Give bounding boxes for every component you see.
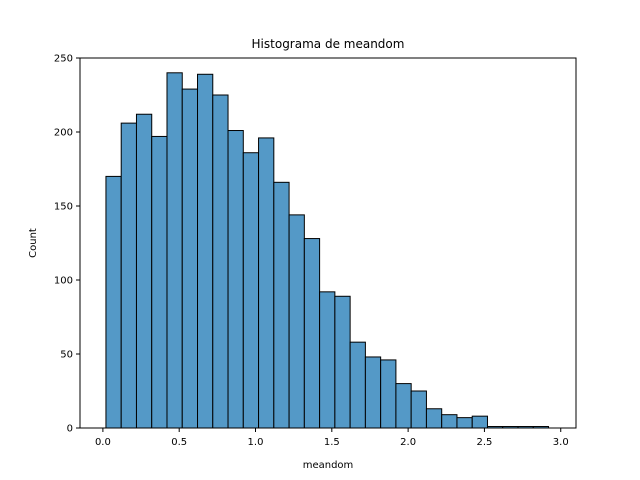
histogram-bar-19	[395, 383, 412, 429]
histogram-bar-4	[166, 72, 183, 429]
histogram-bar-0	[105, 175, 122, 429]
histogram-bar-9	[242, 152, 260, 429]
x-tick-label: 1.0	[248, 437, 264, 448]
chart-title: Histograma de meandom	[252, 37, 405, 51]
histogram-bar-20	[410, 390, 427, 429]
histogram-bar-8	[227, 130, 244, 429]
histogram-bar-22	[441, 414, 458, 429]
x-tick-label: 2.0	[400, 437, 416, 448]
y-tick-label: 200	[54, 128, 73, 139]
histogram-bar-21	[425, 408, 443, 429]
histogram-bar-2	[135, 113, 153, 429]
y-axis-label: Count	[28, 228, 39, 258]
histogram-bar-16	[349, 341, 366, 429]
histogram-bar-15	[334, 295, 351, 429]
x-tick-label: 0.5	[171, 437, 187, 448]
y-ticks: 0 50 100 150 200 250	[54, 54, 80, 435]
histogram-bar-17	[364, 356, 382, 429]
y-tick-label: 250	[54, 54, 73, 65]
histogram-bar-14	[319, 291, 336, 429]
bars-group	[105, 72, 550, 429]
x-tick-label: 3.0	[553, 437, 569, 448]
y-tick-label: 50	[60, 350, 73, 361]
y-tick-label: 100	[54, 276, 73, 287]
histogram-bar-6	[197, 73, 214, 429]
histogram-bar-10	[258, 137, 275, 429]
y-tick-label: 150	[54, 202, 73, 213]
x-tick-label: 1.5	[324, 437, 340, 448]
histogram-bar-18	[380, 359, 397, 429]
histogram-bar-7	[212, 94, 229, 429]
histogram-bar-24	[471, 415, 488, 429]
histogram-bar-12	[288, 214, 305, 429]
histogram-bar-5	[181, 88, 199, 429]
histogram-bar-23	[456, 417, 473, 429]
x-tick-label: 2.5	[476, 437, 492, 448]
x-tick-label: 0.0	[95, 437, 111, 448]
y-tick-label: 0	[67, 424, 73, 435]
histogram-bar-13	[303, 238, 321, 429]
axes-frame	[79, 57, 577, 429]
x-ticks: 0.0 0.5 1.0 1.5 2.0 2.5 3.0	[95, 428, 569, 448]
histogram-bar-1	[120, 122, 137, 429]
histogram-bar-11	[273, 181, 290, 429]
x-axis-label: meandom	[303, 460, 354, 471]
histogram-bar-3	[151, 135, 168, 429]
